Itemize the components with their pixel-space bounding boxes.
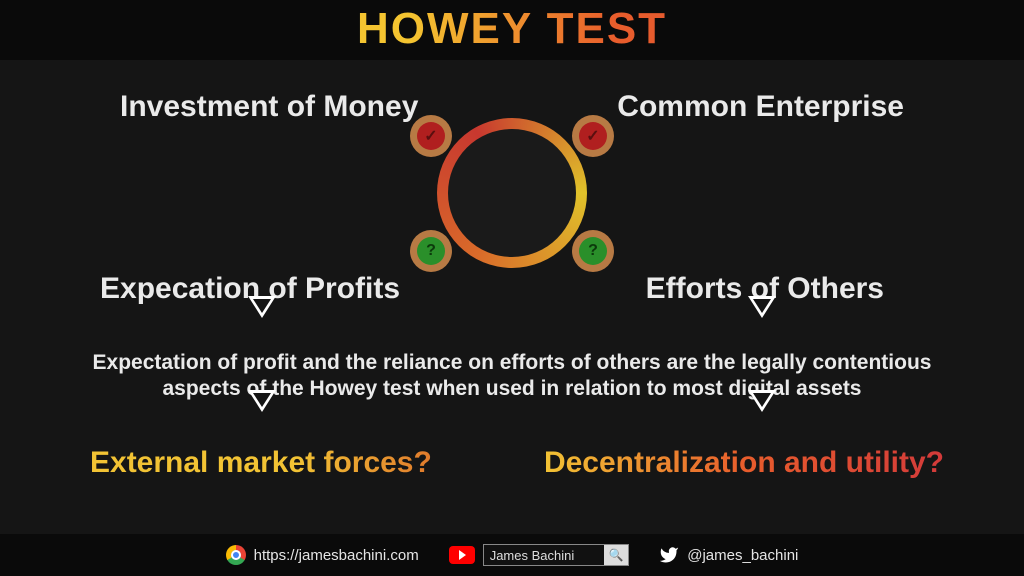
title-bar: HOWEY TEST <box>0 0 1024 60</box>
center-ring <box>437 118 587 268</box>
page-title: HOWEY TEST <box>0 4 1024 54</box>
chrome-icon <box>226 545 246 565</box>
chevron-down-icon <box>248 318 276 336</box>
footer-youtube[interactable]: James Bachini 🔍 <box>449 544 630 566</box>
question-icon: ? <box>417 237 445 265</box>
youtube-icon <box>449 546 475 564</box>
footer-bar: https://jamesbachini.com James Bachini 🔍… <box>0 534 1024 576</box>
node-top-left: ✓ <box>410 115 452 157</box>
node-bottom-left: ? <box>410 230 452 272</box>
footer-website-text: https://jamesbachini.com <box>254 547 419 564</box>
question-external-market-forces: External market forces? <box>90 446 432 480</box>
description-text: Expectation of profit and the reliance o… <box>62 350 962 403</box>
diagram-stage: Investment of Money Common Enterprise ✓ … <box>0 60 1024 530</box>
question-decentralization-utility: Decentralization and utility? <box>544 446 944 480</box>
search-icon[interactable]: 🔍 <box>604 545 628 565</box>
footer-website[interactable]: https://jamesbachini.com <box>226 545 419 565</box>
label-common-enterprise: Common Enterprise <box>617 90 904 124</box>
footer-twitter[interactable]: @james_bachini <box>659 545 798 565</box>
chevron-down-icon <box>748 412 776 430</box>
node-bottom-right: ? <box>572 230 614 272</box>
twitter-icon <box>659 545 679 565</box>
chevron-down-icon <box>748 318 776 336</box>
node-top-right: ✓ <box>572 115 614 157</box>
check-icon: ✓ <box>579 122 607 150</box>
check-icon: ✓ <box>417 122 445 150</box>
label-investment-of-money: Investment of Money <box>120 90 418 124</box>
question-icon: ? <box>579 237 607 265</box>
footer-twitter-handle: @james_bachini <box>687 547 798 564</box>
center-ring-inner <box>448 129 576 257</box>
youtube-search-text: James Bachini <box>484 545 605 565</box>
youtube-searchbox[interactable]: James Bachini 🔍 <box>483 544 630 566</box>
chevron-down-icon <box>248 412 276 430</box>
